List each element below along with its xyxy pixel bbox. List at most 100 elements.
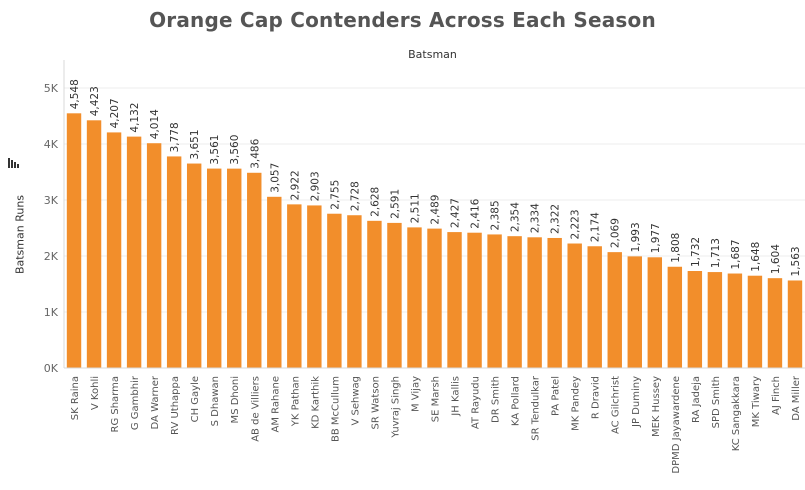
- bar: [307, 205, 322, 368]
- data-label: 2,416: [470, 198, 482, 228]
- data-label: 1,648: [750, 242, 762, 272]
- bar: [247, 172, 262, 368]
- bar: [527, 237, 542, 368]
- bar: [707, 272, 723, 368]
- bar: [106, 132, 122, 368]
- data-label: 2,755: [329, 180, 341, 210]
- bar: [507, 236, 522, 368]
- x-tick-label: JP Duminy: [631, 376, 642, 428]
- x-tick-label: DA Warner: [150, 375, 161, 429]
- y-tick-label: 5K: [44, 82, 59, 95]
- data-label: 4,423: [89, 86, 101, 116]
- data-label: 1,808: [670, 233, 682, 263]
- x-tick-label: AJ Finch: [771, 376, 782, 415]
- data-label: 3,057: [269, 163, 281, 193]
- x-tick-label: BB McCullum: [330, 376, 341, 442]
- bar: [227, 168, 242, 368]
- y-tick-label: 0K: [44, 362, 59, 375]
- data-label: 1,993: [630, 222, 642, 252]
- y-tick-label: 4K: [44, 138, 59, 151]
- x-tick-label: M Vijay: [410, 376, 421, 412]
- data-label: 4,132: [129, 103, 141, 133]
- bar: [547, 237, 562, 368]
- x-tick-label: DPMD Jayawardene: [671, 376, 682, 474]
- x-tick-label: MK Pandey: [571, 376, 582, 431]
- bar: [467, 232, 482, 368]
- data-label: 2,922: [289, 170, 301, 200]
- bar: [667, 266, 683, 368]
- x-tick-label: RV Uthappa: [170, 376, 181, 435]
- data-label: 3,486: [249, 138, 261, 168]
- bar: [567, 243, 582, 368]
- bar: [587, 246, 602, 368]
- data-label: 2,174: [590, 212, 602, 242]
- data-label: 1,563: [790, 246, 802, 276]
- data-label: 1,713: [710, 238, 722, 268]
- bar: [327, 213, 342, 368]
- x-tick-label: R Dravid: [591, 376, 602, 419]
- x-tick-label: DA Miller: [791, 375, 802, 421]
- data-label: 2,427: [450, 198, 462, 228]
- x-tick-label: SE Marsh: [431, 376, 442, 422]
- bar: [367, 220, 382, 368]
- bar: [427, 228, 442, 368]
- bar: [627, 256, 642, 368]
- x-tick-label: MS Dhoni: [230, 376, 241, 423]
- x-tick-label: JH Kallis: [451, 376, 462, 417]
- data-label: 2,511: [409, 193, 421, 223]
- data-label: 4,207: [109, 98, 121, 128]
- data-label: 2,354: [510, 202, 522, 232]
- sort-descending-icon[interactable]: [8, 157, 20, 169]
- y-tick-label: 1K: [44, 306, 59, 319]
- y-tick-label: 2K: [44, 250, 59, 263]
- bar: [347, 215, 362, 368]
- column-header: Batsman: [408, 48, 457, 61]
- x-tick-label: DR Smith: [491, 376, 502, 423]
- bar: [747, 275, 763, 368]
- x-tick-label: RA Jadeja: [691, 376, 702, 423]
- x-tick-label: S Dhawan: [210, 376, 221, 426]
- bar: [186, 163, 202, 368]
- x-tick-label: V Sehwag: [350, 376, 361, 426]
- x-tick-label: Yuvraj Singh: [390, 376, 401, 439]
- data-label: 2,223: [570, 209, 582, 239]
- data-label: 4,548: [69, 79, 81, 109]
- data-label: 3,651: [189, 129, 201, 159]
- data-label: 1,732: [690, 237, 702, 267]
- x-tick-label: SR Watson: [370, 376, 381, 429]
- data-label: 2,489: [430, 195, 442, 225]
- data-label: 2,591: [389, 189, 401, 219]
- bar: [787, 280, 803, 368]
- bar: [126, 136, 142, 368]
- x-tick-label: SPD Smith: [711, 376, 722, 428]
- x-tick-label: KA Pollard: [511, 376, 522, 426]
- x-tick-label: MEK Hussey: [651, 376, 662, 437]
- bar: [447, 232, 462, 368]
- bar: [287, 204, 302, 368]
- x-tick-label: SR Tendulkar: [531, 375, 542, 441]
- bar: [267, 196, 282, 368]
- bar: [767, 278, 783, 368]
- data-label: 1,687: [730, 239, 742, 269]
- data-label: 2,322: [550, 204, 562, 234]
- bar: [727, 273, 743, 368]
- x-tick-label: PA Patel: [551, 376, 562, 416]
- y-tick-label: 3K: [44, 194, 59, 207]
- bar: [647, 257, 663, 368]
- bar: [487, 234, 502, 368]
- x-tick-label: CH Gayle: [190, 376, 201, 422]
- x-tick-label: AC Gilchrist: [611, 376, 622, 434]
- x-tick-label: V Kohli: [90, 376, 101, 410]
- data-label: 3,778: [169, 122, 181, 152]
- data-label: 2,628: [369, 187, 381, 217]
- data-label: 2,069: [610, 218, 622, 248]
- x-tick-label: YK Pathan: [290, 376, 301, 427]
- data-label: 2,385: [490, 200, 502, 230]
- data-label: 3,560: [229, 135, 241, 165]
- x-tick-label: AM Rahane: [270, 376, 281, 432]
- data-label: 1,977: [650, 223, 662, 253]
- data-label: 4,014: [149, 109, 161, 139]
- bar: [166, 156, 182, 368]
- bar: [687, 271, 703, 368]
